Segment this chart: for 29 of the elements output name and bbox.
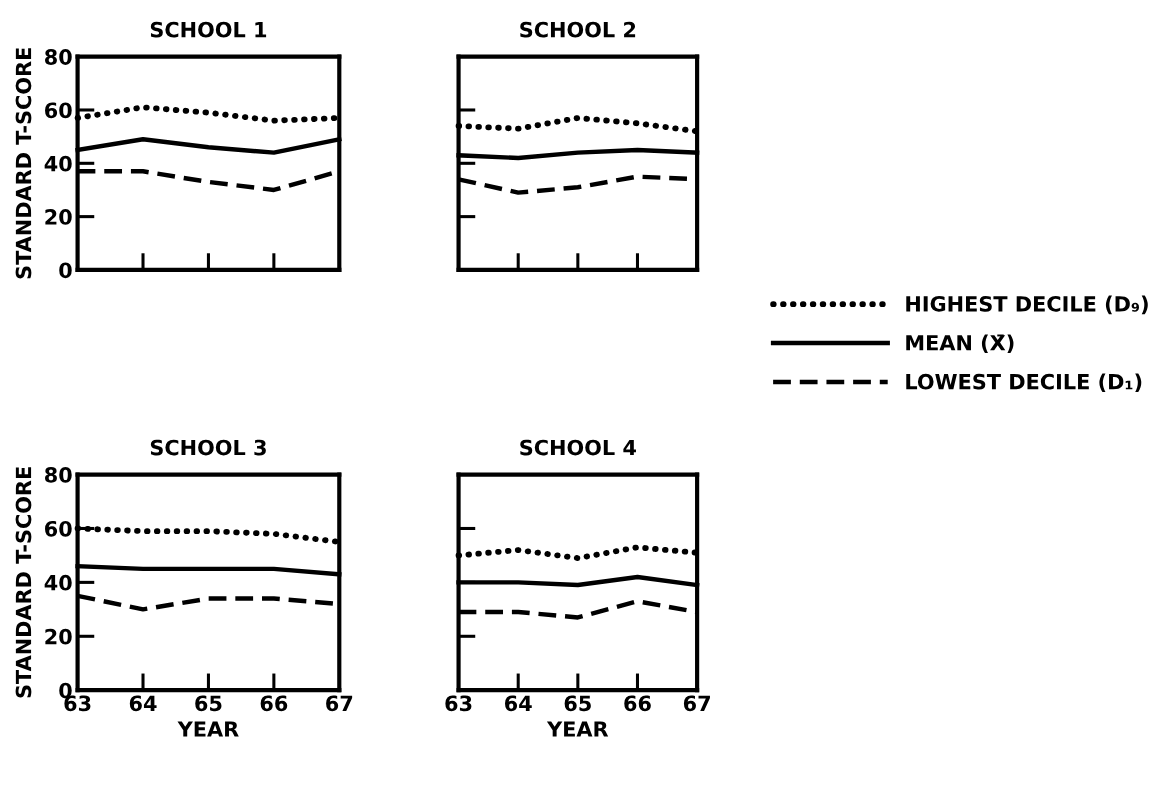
x-tick-label: 66 (624, 695, 651, 712)
chart-title: SCHOOL 3 (150, 439, 266, 456)
chart-title: SCHOOL 1 (150, 21, 267, 38)
x-tick-label: 67 (326, 695, 353, 712)
x-tick-label: 64 (505, 695, 532, 712)
x-tick-label: 64 (129, 695, 157, 712)
y-tick-label: 80 (45, 49, 72, 65)
y-tick-label: 40 (44, 574, 72, 591)
x-tick-label: 63 (445, 695, 472, 712)
y-tick-label: 20 (45, 209, 72, 225)
x-tick-label: 65 (564, 695, 591, 712)
y-tick-label: 20 (45, 628, 72, 645)
text: HIGHEST DECILE (D₉) (906, 295, 1148, 315)
y-tick-label: 40 (44, 155, 72, 172)
x-tick-label: 67 (683, 695, 710, 712)
y-axis-title: STANDARD T-SCORE (15, 48, 32, 279)
y-tick-label: 80 (45, 467, 72, 483)
chart-title: SCHOOL 2 (520, 21, 636, 38)
x-tick-label: 66 (260, 695, 288, 712)
text: MEAN (X̄) (906, 334, 1014, 354)
x-tick-label: 65 (195, 695, 222, 712)
y-tick-label: 0 (59, 262, 72, 279)
y-tick-label: 60 (45, 520, 72, 537)
y-axis-title: STANDARD T-SCORE (15, 467, 32, 698)
x-axis-title: YEAR (177, 721, 239, 737)
text: LOWEST DECILE (D₁) (906, 373, 1142, 392)
chart-title: SCHOOL 4 (520, 439, 636, 456)
y-tick-label: 60 (45, 102, 72, 119)
x-axis-title: YEAR (546, 721, 609, 737)
